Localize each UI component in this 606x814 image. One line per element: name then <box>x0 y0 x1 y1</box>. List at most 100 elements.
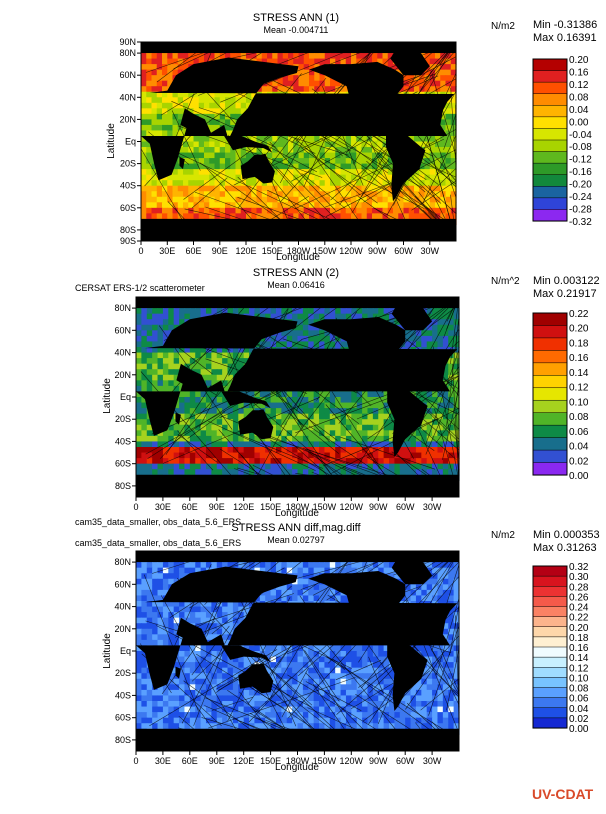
field-cell <box>205 413 212 420</box>
field-cell <box>275 424 282 431</box>
field-cell <box>429 185 436 192</box>
track-line <box>338 296 444 424</box>
field-cell <box>378 463 385 470</box>
field-cell <box>292 567 299 574</box>
colorbar-label: 0.08 <box>569 92 589 103</box>
field-cell <box>398 86 405 93</box>
field-cell <box>335 424 342 431</box>
field-cell <box>211 419 218 426</box>
field-cell <box>309 196 315 203</box>
field-cell <box>324 435 331 443</box>
field-cell <box>136 347 142 354</box>
field-cell <box>394 463 401 470</box>
field-cell <box>141 64 147 71</box>
field-cell <box>222 413 229 420</box>
field-cell <box>256 207 263 214</box>
field-cell <box>362 313 369 320</box>
lon-tick-label: 150W <box>313 502 337 512</box>
field-cell <box>429 69 436 76</box>
field-cell <box>209 141 216 148</box>
field-cell <box>340 469 347 476</box>
field-cell <box>435 207 441 214</box>
lat-tick-label: 80N <box>114 303 131 313</box>
field-cell <box>157 469 164 476</box>
field-cell <box>204 185 210 192</box>
track-line <box>398 185 453 242</box>
field-cell <box>235 196 242 203</box>
field-cell <box>254 458 261 465</box>
field-cell <box>450 64 457 71</box>
field-cell <box>141 589 148 597</box>
field-cell <box>198 163 205 170</box>
field-cell <box>356 435 363 443</box>
track-line <box>233 110 382 186</box>
field-cell <box>270 424 277 431</box>
track-line <box>352 70 432 213</box>
track-line <box>443 114 457 150</box>
field-cell <box>211 463 218 470</box>
field-cell <box>235 213 242 220</box>
field-cell <box>162 80 168 87</box>
field-cell <box>184 413 191 420</box>
field-cell <box>204 196 210 203</box>
field-cell <box>219 185 226 192</box>
field-cell <box>351 53 357 60</box>
field-cell <box>146 202 153 209</box>
track-line <box>367 296 460 333</box>
field-cell <box>270 419 277 426</box>
track-line <box>264 73 302 120</box>
field-cell <box>251 202 258 209</box>
field-cell <box>249 391 256 398</box>
field-cell <box>146 102 153 109</box>
field-cell <box>146 158 153 165</box>
field-cell <box>437 413 444 420</box>
field-cell <box>259 469 266 476</box>
field-cell <box>209 119 216 126</box>
field-cell <box>372 58 378 65</box>
field-cell <box>275 308 282 315</box>
field-cell <box>335 419 342 426</box>
field-cell <box>356 424 363 431</box>
field-cell <box>168 347 175 354</box>
field-cell <box>157 347 164 354</box>
field-cell <box>351 402 358 409</box>
field-cell <box>303 180 310 187</box>
field-cell <box>152 385 159 393</box>
field-cell <box>177 207 184 214</box>
field-cell <box>432 573 439 580</box>
field-cell <box>351 58 357 65</box>
field-cell <box>152 352 159 359</box>
field-cell <box>151 196 158 203</box>
field-cell <box>249 447 256 454</box>
field-cell <box>277 158 284 165</box>
field-cell <box>361 58 368 65</box>
colorbar-swatch <box>532 312 568 327</box>
colorbar-swatch <box>532 399 568 414</box>
field-cell <box>184 308 191 315</box>
field-cell <box>356 169 363 176</box>
field-cell <box>383 402 390 409</box>
field-cell <box>156 97 163 104</box>
field-cell <box>235 202 242 209</box>
field-cell <box>162 119 168 126</box>
field-cell <box>141 130 147 137</box>
field-cell <box>162 308 169 315</box>
field-cell <box>319 80 326 87</box>
field-cell <box>340 595 347 602</box>
field-cell <box>205 634 212 641</box>
field-cell <box>152 634 159 641</box>
field-cell <box>415 458 422 465</box>
track-line <box>140 371 250 496</box>
field-cell <box>272 58 279 65</box>
field-cell <box>405 463 412 470</box>
track-line <box>170 149 324 223</box>
field-cell <box>298 64 305 71</box>
field-cell <box>230 97 237 104</box>
field-cell <box>362 463 369 470</box>
field-cell <box>361 207 368 214</box>
field-cell <box>432 463 439 470</box>
field-cell <box>189 606 196 613</box>
field-cell <box>345 313 352 320</box>
field-cell <box>256 185 263 192</box>
field-cell <box>267 152 273 159</box>
